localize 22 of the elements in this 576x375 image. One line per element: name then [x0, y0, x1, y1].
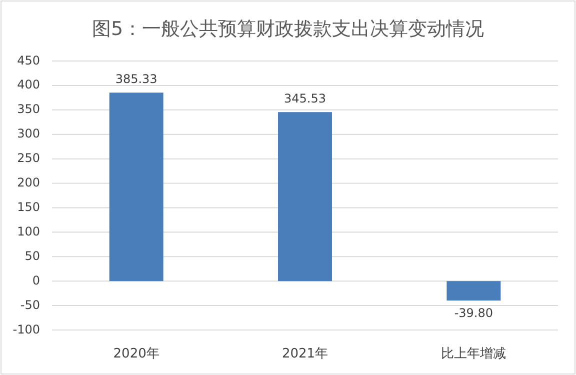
- data-label: -39.80: [454, 306, 494, 320]
- y-tick-label: 100: [17, 224, 40, 238]
- y-tick-label: 0: [32, 273, 40, 288]
- data-label: 385.33: [115, 72, 158, 86]
- bar: [109, 92, 164, 282]
- y-tick-label: -50: [20, 298, 40, 312]
- x-tick-label: 2020年: [113, 346, 160, 362]
- y-tick-label: 50: [24, 248, 40, 263]
- data-label: 345.53: [284, 91, 326, 106]
- y-tick-label: 300: [17, 126, 40, 141]
- chart-title: 图5：一般公共预算财政拨款支出决算变动情况: [92, 18, 484, 40]
- y-tick-label: 200: [17, 176, 40, 190]
- x-tick-label: 比上年增减: [441, 346, 506, 362]
- y-tick-label: 450: [17, 53, 40, 68]
- y-tick-label: -100: [12, 322, 40, 336]
- y-tick-label: 350: [17, 102, 40, 116]
- y-tick-label: 250: [17, 151, 40, 166]
- y-tick-label: 400: [17, 78, 40, 92]
- bar: [446, 281, 501, 301]
- y-tick-label: 150: [17, 200, 40, 214]
- bar: [278, 112, 332, 282]
- x-tick-label: 2021年: [282, 346, 328, 362]
